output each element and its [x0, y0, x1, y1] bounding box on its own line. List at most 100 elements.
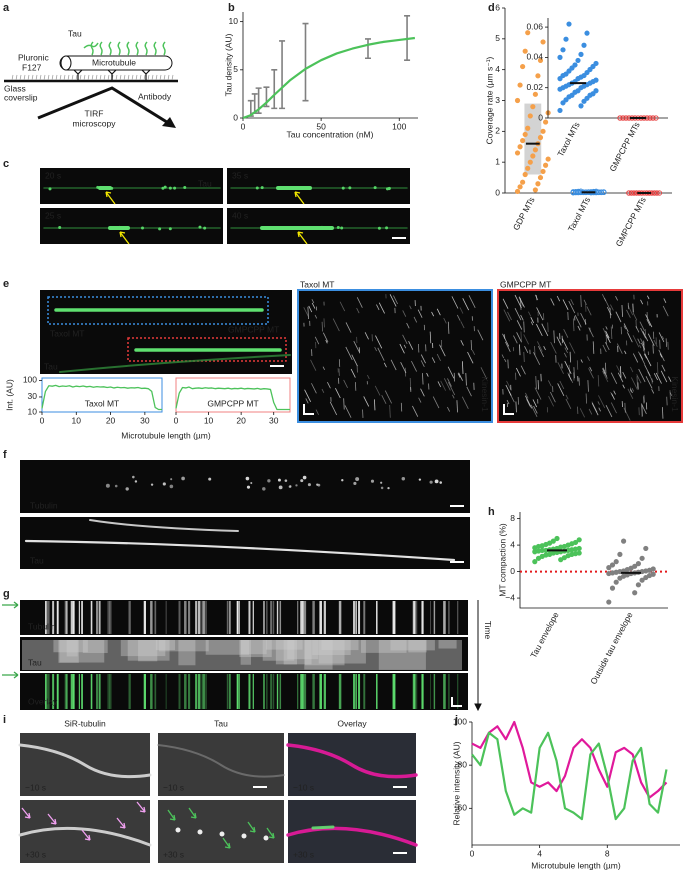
data-point	[606, 599, 612, 605]
kymo-streak	[399, 343, 405, 354]
kymo-streak	[461, 396, 469, 409]
data-point	[576, 550, 582, 556]
data-point	[598, 189, 604, 195]
data-point	[587, 66, 593, 73]
kymo-streak	[307, 306, 309, 320]
kymo-streak	[541, 323, 549, 337]
data-point	[573, 189, 579, 195]
kymo-streak	[304, 389, 311, 402]
kymo-streak	[569, 342, 576, 354]
arrow	[47, 813, 57, 825]
kymo-streak	[588, 408, 593, 415]
channel-label: Overlay	[28, 696, 58, 706]
category-label: Outside tau envelope	[588, 610, 635, 686]
data-point	[545, 156, 551, 162]
tubulin-spot	[434, 479, 439, 484]
kymo-streak	[620, 366, 622, 378]
kymo-streak	[430, 674, 431, 709]
kymo-streak	[632, 353, 639, 363]
time-arrow	[474, 600, 482, 712]
tau-spot	[173, 186, 177, 190]
micrograph	[40, 208, 223, 244]
y-tick-label: 0.06	[526, 21, 543, 31]
kymo-streak	[639, 344, 642, 349]
kymo-streak	[448, 601, 450, 634]
panel-label: f	[3, 449, 7, 461]
y-axis-label: MT compaction (%)	[497, 523, 507, 597]
tubulin-spot	[288, 485, 292, 489]
kymo-streak	[279, 601, 282, 634]
kymo-streak	[98, 601, 101, 634]
image-label: GMPCPP MT	[228, 324, 279, 334]
tau-patch	[287, 640, 319, 660]
data-point	[522, 131, 528, 138]
schematic-label: Tau	[68, 28, 82, 38]
kymo-streak	[477, 329, 484, 341]
kymo-streak	[437, 381, 442, 388]
kymo-streak	[557, 362, 564, 374]
kymo-streak	[459, 307, 464, 314]
axis-line	[471, 722, 680, 846]
kymo-streak	[310, 359, 317, 371]
tau-fill	[22, 640, 462, 670]
data-point	[560, 47, 566, 53]
tubulin-spot	[401, 476, 406, 481]
kymo-streak	[375, 335, 383, 349]
kymo-streak	[458, 372, 463, 381]
kymo-streak	[409, 305, 412, 310]
kymo-streak	[201, 674, 204, 709]
tau-spot	[263, 835, 269, 841]
tubulin-spot	[370, 479, 375, 483]
kymo-streak	[549, 391, 556, 403]
pluronic-chain	[147, 74, 150, 81]
timestamp: 20 s	[45, 170, 61, 180]
kymo-streak	[588, 327, 594, 338]
kymo-streak	[229, 601, 231, 634]
pluronic-chain	[123, 74, 126, 81]
kymo-streak	[64, 674, 67, 709]
kymo-streak	[272, 674, 275, 709]
y-tick-label: 2	[495, 126, 500, 136]
kymo-streak	[598, 395, 606, 409]
y-tick-label: 3	[495, 95, 500, 105]
kymo-streak	[567, 372, 574, 384]
category-label: GDP MTs	[511, 195, 537, 232]
kymo-streak	[602, 344, 607, 353]
arrow	[167, 809, 176, 821]
kymo-streak	[658, 349, 665, 362]
data-point	[537, 134, 544, 141]
kymo-streak	[381, 394, 387, 404]
data-point	[517, 82, 523, 88]
kymo-streak	[543, 345, 546, 351]
kymo-streak	[65, 674, 68, 709]
kymo-streak	[266, 601, 268, 634]
kymo-streak	[501, 354, 505, 359]
kymo-streak	[436, 308, 441, 316]
plot-label: Taxol MT	[85, 398, 119, 408]
x-tick-label: 100	[392, 121, 406, 131]
kymo-streak	[393, 601, 395, 634]
axis-line	[519, 512, 668, 609]
kymo-streak	[447, 378, 452, 387]
y-tick-label: 100	[453, 716, 467, 726]
kymo-streak	[538, 346, 545, 358]
pluronic-chain	[71, 74, 74, 81]
data-point	[620, 115, 626, 121]
tubulin-spot	[134, 480, 138, 483]
kymo-frame	[497, 289, 683, 423]
kymo-streak	[520, 331, 522, 343]
tau-spot	[385, 187, 389, 191]
tau-patch	[312, 640, 351, 656]
kymo-streak	[420, 360, 425, 368]
kymo-streak	[641, 405, 643, 417]
kymo-streak	[514, 294, 522, 309]
kymo-streak	[327, 382, 331, 389]
x-tick-label: 50	[316, 121, 326, 131]
error-bar	[279, 40, 286, 110]
tau-spot	[336, 225, 340, 229]
kymo-streak	[457, 373, 461, 378]
fluorescence	[59, 354, 291, 373]
kymo-streak	[523, 321, 525, 333]
kymo-streak	[533, 351, 541, 365]
y-tick-label: 0	[233, 112, 238, 122]
